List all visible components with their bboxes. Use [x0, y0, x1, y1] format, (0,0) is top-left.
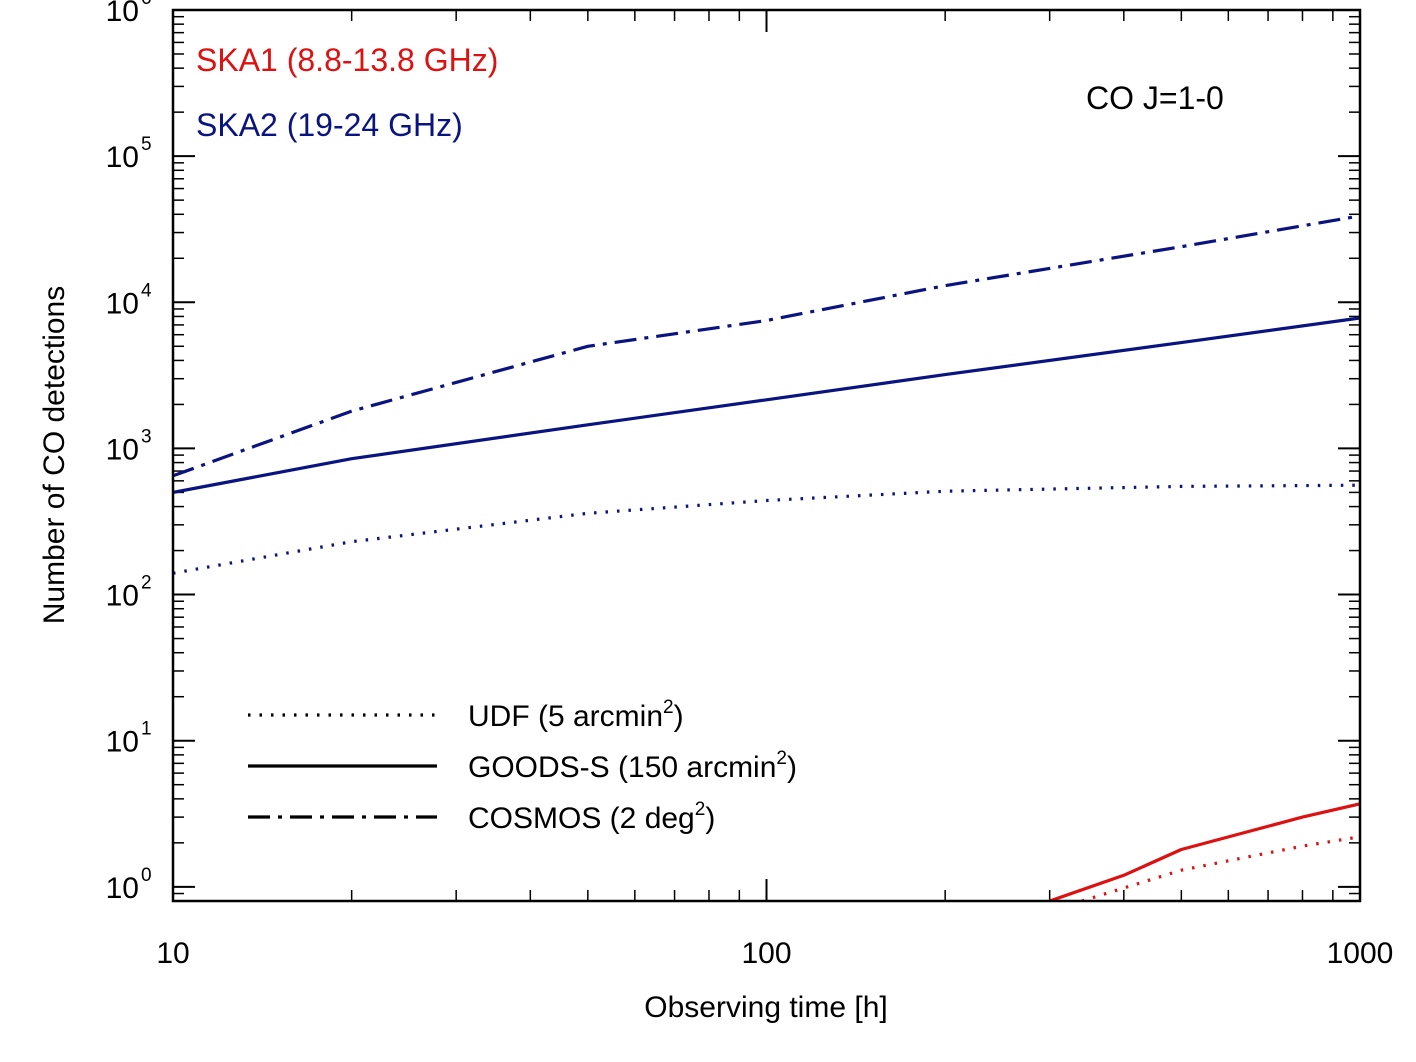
series-ska2-udf: [173, 483, 1360, 575]
y-tick-label: 10 3: [106, 426, 152, 466]
legend-label-sup: 2: [776, 748, 787, 769]
legend: UDF (5 arcmin2)GOODS-S (150 arcmin2)COSM…: [248, 697, 797, 835]
legend-label-tail: ): [674, 700, 684, 733]
tick-labels: 101001000100101102103104105106: [106, 0, 1394, 970]
y-tick-label: 10 2: [106, 573, 152, 613]
legend-label-sup: 2: [663, 697, 674, 718]
series-layer: [173, 214, 1360, 901]
legend-label: COSMOS (2 deg2): [468, 799, 715, 835]
y-tick-label: 10 0: [106, 865, 152, 905]
y-tick-base: 10: [106, 141, 139, 174]
y-tick-label: 10 4: [106, 280, 152, 320]
co-line-annotation: CO J=1-0: [1086, 80, 1224, 116]
x-tick-label: 10: [156, 937, 189, 970]
y-tick-base: 10: [106, 433, 139, 466]
series-ska1-goods-s: [1049, 802, 1360, 901]
legend-label: UDF (5 arcmin2): [468, 697, 684, 733]
y-tick-exponent: 1: [141, 719, 152, 740]
y-tick-base: 10: [106, 726, 139, 759]
y-tick-base: 10: [106, 0, 139, 28]
y-tick-label: 10 1: [106, 719, 152, 759]
y-tick-exponent: 5: [141, 134, 152, 155]
y-tick-label: 10 5: [106, 134, 152, 174]
legend-label-main: UDF (5 arcmin: [468, 700, 663, 733]
legend-label-tail: ): [705, 802, 715, 835]
y-tick-exponent: 4: [141, 280, 152, 301]
y-tick-exponent: 0: [141, 865, 152, 886]
ska2-annotation: SKA2 (19-24 GHz): [196, 107, 463, 143]
y-tick-base: 10: [106, 580, 139, 613]
legend-label: GOODS-S (150 arcmin2): [468, 748, 797, 784]
y-tick-base: 10: [106, 287, 139, 320]
legend-label-sup: 2: [695, 799, 706, 820]
y-axis-title: Number of CO detections: [38, 286, 71, 624]
y-tick-exponent: 2: [141, 573, 152, 594]
y-tick-exponent: 3: [141, 426, 152, 447]
y-tick-label: 106: [106, 0, 152, 28]
y-tick-base: 10: [106, 872, 139, 905]
x-axis-title: Observing time [h]: [644, 991, 887, 1024]
plot-frame: [171, 8, 1362, 903]
series-ska2-cosmos: [173, 214, 1360, 478]
series-ska2-goods-s: [173, 316, 1360, 494]
legend-label-main: GOODS-S (150 arcmin: [468, 751, 776, 784]
y-tick-exponent: 6: [141, 0, 152, 9]
legend-label-main: COSMOS (2 deg: [468, 802, 695, 835]
x-tick-label: 100: [741, 937, 791, 970]
x-tick-label: 1000: [1327, 937, 1394, 970]
ska1-annotation: SKA1 (8.8-13.8 GHz): [196, 42, 498, 78]
legend-label-tail: ): [787, 751, 797, 784]
